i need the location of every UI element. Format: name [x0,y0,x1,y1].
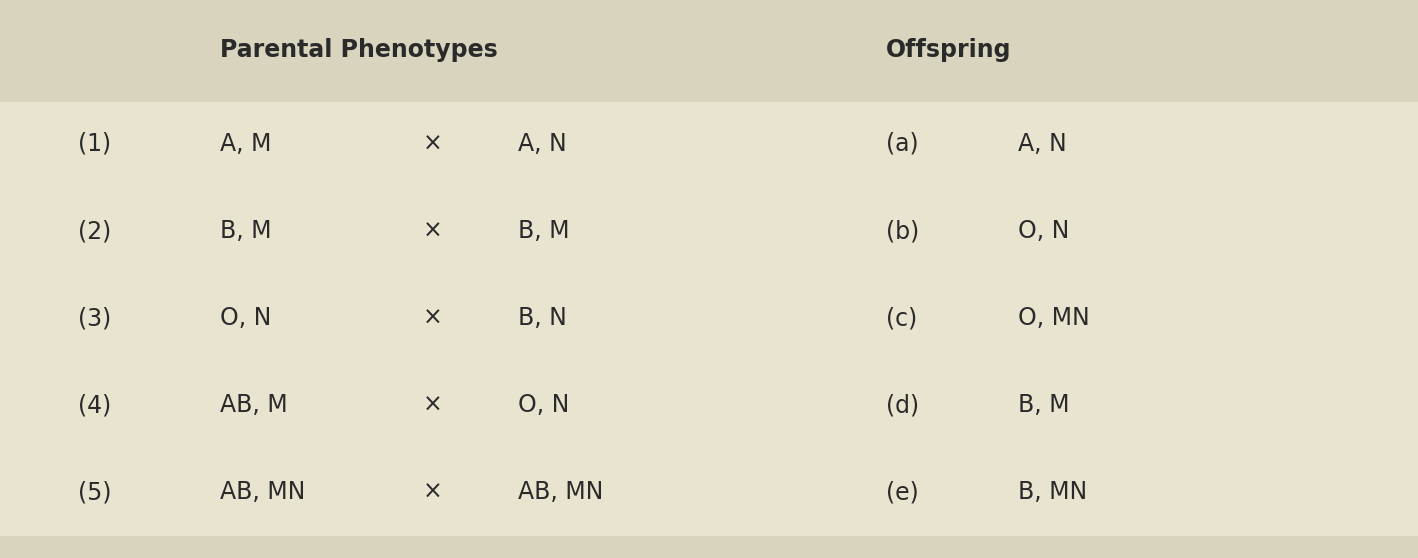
Text: B, M: B, M [220,219,271,243]
Text: (c): (c) [886,306,917,330]
Text: A, N: A, N [518,132,566,156]
Text: (2): (2) [78,219,111,243]
Text: O, N: O, N [220,306,271,330]
Text: Offspring: Offspring [886,38,1012,62]
Text: (d): (d) [886,393,919,417]
Text: (5): (5) [78,480,112,504]
Text: A, M: A, M [220,132,271,156]
Text: ×: × [423,219,442,243]
Text: AB, M: AB, M [220,393,288,417]
Text: ×: × [423,132,442,156]
Text: O, N: O, N [1018,219,1069,243]
Text: A, N: A, N [1018,132,1066,156]
Text: B, M: B, M [1018,393,1069,417]
Text: B, M: B, M [518,219,569,243]
Text: B, MN: B, MN [1018,480,1088,504]
Text: AB, MN: AB, MN [220,480,305,504]
Text: ×: × [423,393,442,417]
Text: (e): (e) [886,480,919,504]
FancyBboxPatch shape [0,536,1418,558]
Text: Parental Phenotypes: Parental Phenotypes [220,38,498,62]
Text: O, MN: O, MN [1018,306,1090,330]
FancyBboxPatch shape [0,0,1418,100]
Text: ×: × [423,306,442,330]
Text: (3): (3) [78,306,111,330]
Text: ×: × [423,480,442,504]
Text: O, N: O, N [518,393,569,417]
Text: (4): (4) [78,393,111,417]
Text: AB, MN: AB, MN [518,480,603,504]
Text: B, N: B, N [518,306,566,330]
Text: (1): (1) [78,132,111,156]
Text: (b): (b) [886,219,919,243]
Text: (a): (a) [886,132,919,156]
